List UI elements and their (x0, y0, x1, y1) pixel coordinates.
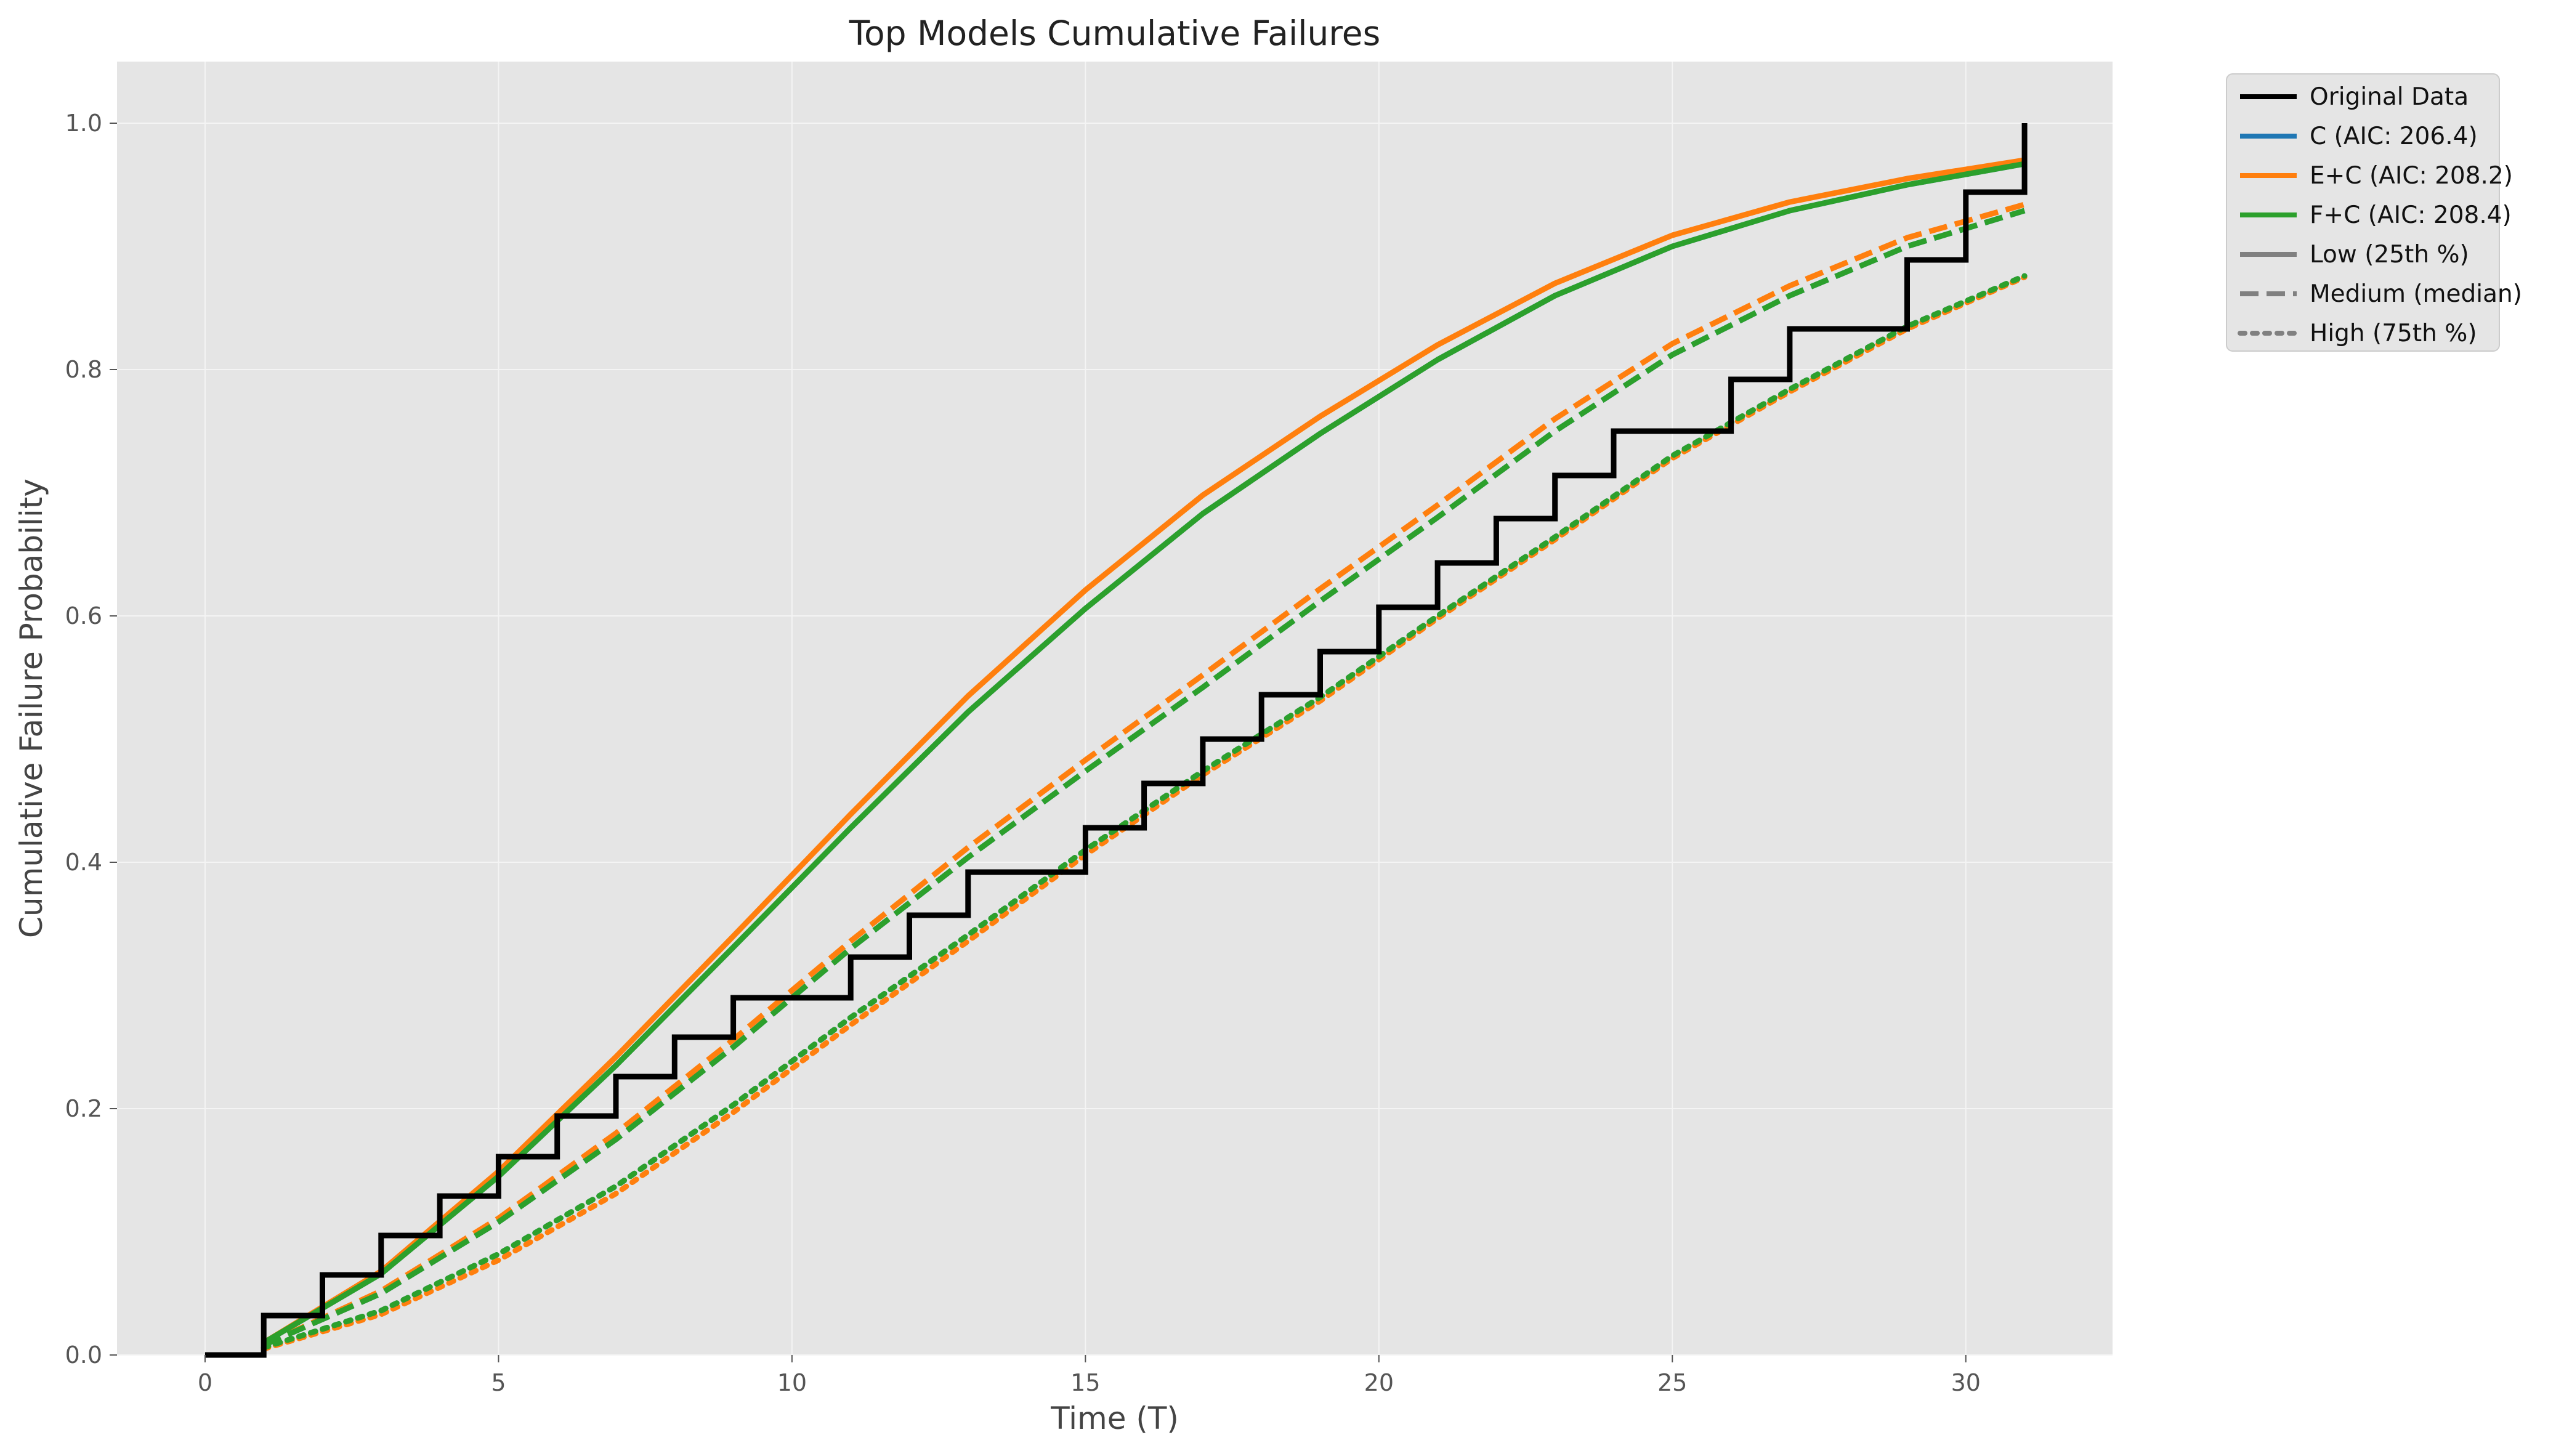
y-tick-label: 0.4 (65, 849, 102, 876)
plot-area (117, 62, 2113, 1355)
series-layer (204, 123, 2028, 1358)
x-tick-label: 5 (491, 1369, 506, 1396)
legend: Original Data C (AIC: 206.4) E+C (AIC: 208… (2226, 73, 2522, 352)
legend-label: E+C (AIC: 208.2) (2310, 162, 2513, 190)
legend-label: F+C (AIC: 208.4) (2310, 201, 2512, 229)
y-tick-label: 0.6 (65, 602, 102, 629)
x-axis-label: Time (T) (1050, 1401, 1179, 1436)
chart-title: Top Models Cumulative Failures (849, 14, 1381, 53)
x-tick-label: 25 (1657, 1369, 1687, 1396)
x-tick-label: 10 (777, 1369, 807, 1396)
original-data-step (204, 123, 2028, 1358)
x-tick-label: 15 (1070, 1369, 1100, 1396)
y-tick-label: 0.2 (65, 1095, 102, 1122)
legend-label: Original Data (2310, 83, 2469, 111)
grid (117, 62, 2113, 1356)
x-axis-ticks: 0 5 10 15 20 25 30 (198, 1355, 1981, 1396)
y-axis-label: Cumulative Failure Probability (14, 479, 49, 938)
model-curve-3-medium (262, 208, 2026, 1348)
y-tick-label: 1.0 (65, 110, 102, 137)
y-tick-label: 0.8 (65, 356, 102, 383)
x-tick-label: 20 (1364, 1369, 1394, 1396)
legend-box (2226, 73, 2500, 352)
y-tick-label: 0.0 (65, 1341, 102, 1369)
y-axis-ticks: 0.0 0.2 0.4 0.6 0.8 1.0 (65, 110, 117, 1369)
legend-label: C (AIC: 206.4) (2310, 123, 2478, 150)
x-tick-label: 30 (1951, 1369, 1981, 1396)
legend-label: High (75th %) (2310, 320, 2477, 347)
legend-label: Medium (median) (2310, 280, 2522, 308)
legend-label: Low (25th %) (2310, 241, 2469, 269)
x-tick-label: 0 (198, 1369, 212, 1396)
